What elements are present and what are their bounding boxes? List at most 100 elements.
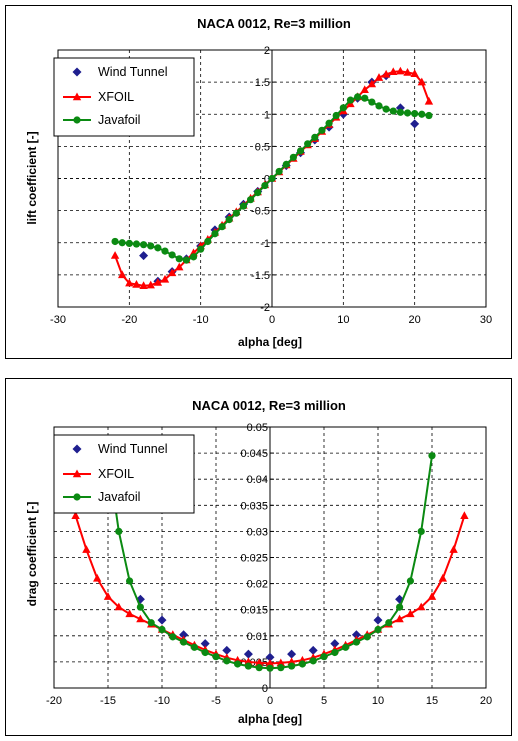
y-tick-label: -0.5: [251, 206, 270, 218]
legend-label-javafoil: Javafoil: [98, 113, 140, 127]
data-point-xfoil: [403, 67, 412, 76]
y-tick-label: 1.5: [255, 77, 270, 89]
data-point-javafoil: [161, 247, 169, 255]
data-point-javafoil: [385, 619, 393, 627]
data-point-javafoil: [125, 239, 133, 247]
data-point-javafoil: [382, 105, 390, 113]
y-tick-label: 0.04: [247, 474, 268, 486]
data-point-xfoil: [125, 609, 134, 618]
y-tick-label: 0.03: [247, 526, 268, 538]
data-point-javafoil: [190, 643, 198, 651]
x-tick-label: 10: [337, 314, 349, 326]
x-axis-label: alpha [deg]: [238, 712, 302, 726]
lift-chart-panel: NACA 0012, Re=3 million -30 -20 -10 0 10 20 30…: [5, 5, 512, 359]
data-point-xfoil: [381, 69, 391, 78]
data-point-javafoil: [261, 181, 269, 190]
x-tick-label: -20: [46, 695, 62, 707]
x-tick-label: -30: [50, 314, 66, 326]
data-point-javafoil: [309, 657, 317, 665]
data-point-wind-tunnel: [179, 630, 189, 640]
data-point-xfoil: [118, 270, 127, 279]
legend-marker-wind-tunnel: [72, 67, 82, 77]
x-tick-label: -10: [193, 314, 209, 326]
plot-area: -20 -15 -10 -5 0 5 10 15 20 0.05 0.045 0.04 0.035 0.0…: [46, 422, 492, 707]
data-point-javafoil: [232, 209, 240, 217]
data-point-wind-tunnel: [157, 615, 167, 625]
data-point-xfoil: [132, 280, 141, 288]
plot-area: -30 -20 -10 0 10 20 30 2 1.5 1 0.5 0 -0.5 -1 -1.5 -2: [50, 45, 492, 326]
data-point-xfoil: [367, 79, 377, 88]
y-tick-label: 0.5: [255, 141, 270, 153]
data-point-javafoil: [396, 108, 404, 116]
data-point-xfoil: [396, 66, 405, 75]
y-tick-label: 0.01: [247, 631, 268, 643]
legend-label-wind-tunnel: Wind Tunnel: [98, 442, 167, 456]
y-tick-label: 0.02: [247, 579, 268, 591]
data-point-wind-tunnel: [222, 645, 232, 655]
data-point-xfoil: [395, 614, 404, 623]
data-point-javafoil: [363, 633, 371, 641]
y-axis-label: lift coefficient [-]: [25, 131, 39, 224]
data-point-wind-tunnel: [330, 639, 340, 649]
data-point-javafoil: [411, 110, 419, 118]
data-point-wind-tunnel: [139, 251, 149, 261]
data-point-javafoil: [277, 664, 285, 672]
chart-title: NACA 0012, Re=3 million: [197, 16, 351, 31]
x-tick-label: 30: [480, 314, 492, 326]
data-point-xfoil: [153, 278, 163, 286]
series-javafoil: [104, 452, 436, 672]
legend-symbol: [72, 67, 82, 77]
data-point-javafoil: [255, 664, 263, 672]
lift-chart: NACA 0012, Re=3 million -30 -20 -10 0 10 20 30…: [25, 16, 492, 349]
legend-symbol: [72, 444, 82, 454]
x-tick-label: 15: [426, 695, 438, 707]
data-point-wind-tunnel: [351, 630, 361, 640]
data-point-javafoil: [375, 102, 383, 110]
drag-chart: NACA 0012, Re=3 million -20 -15 -10 -5 0 5 10 1…: [25, 398, 492, 726]
data-point-wind-tunnel: [135, 594, 145, 604]
data-point-javafoil: [320, 653, 328, 661]
data-point-javafoil: [275, 167, 283, 176]
data-point-javafoil: [136, 603, 144, 611]
data-point-xfoil: [265, 658, 275, 667]
data-point-javafoil: [346, 96, 355, 104]
data-point-javafoil: [111, 237, 119, 246]
data-point-javafoil: [169, 633, 177, 641]
data-point-xfoil: [146, 280, 155, 289]
data-point-javafoil: [428, 452, 436, 460]
data-point-xfoil: [438, 573, 447, 582]
data-point-xfoil: [460, 511, 469, 519]
data-point-javafoil: [223, 657, 231, 665]
x-tick-label: -15: [100, 695, 116, 707]
data-point-wind-tunnel: [287, 649, 297, 659]
y-tick-label: -1.5: [251, 270, 270, 282]
data-point-javafoil: [115, 527, 123, 535]
y-axis-label: drag coefficient [-]: [25, 502, 39, 607]
data-point-javafoil: [247, 196, 255, 204]
data-point-xfoil: [114, 602, 123, 611]
data-point-javafoil: [154, 244, 162, 252]
data-point-javafoil: [318, 126, 326, 134]
data-point-wind-tunnel: [200, 639, 210, 649]
chart-title: NACA 0012, Re=3 million: [192, 398, 346, 413]
data-point-xfoil: [110, 251, 120, 259]
data-point-javafoil: [140, 241, 148, 249]
y-tick-label: 0.045: [240, 448, 268, 460]
data-point-xfoil: [427, 592, 437, 600]
data-point-xfoil: [410, 69, 419, 77]
x-tick-label: -10: [154, 695, 170, 707]
data-point-javafoil: [368, 98, 376, 106]
data-point-javafoil: [354, 93, 362, 101]
x-tick-label: 10: [372, 695, 384, 707]
data-point-javafoil: [147, 619, 155, 627]
data-point-javafoil: [282, 160, 290, 168]
data-point-javafoil: [288, 662, 296, 670]
data-point-javafoil: [374, 625, 382, 634]
data-point-javafoil: [239, 202, 248, 210]
data-point-javafoil: [254, 189, 262, 197]
y-tick-label: 0: [264, 174, 270, 186]
data-point-javafoil: [182, 256, 190, 264]
data-point-xfoil: [139, 281, 148, 289]
legend-label-xfoil: XFOIL: [98, 90, 134, 104]
x-tick-label: -20: [121, 314, 137, 326]
